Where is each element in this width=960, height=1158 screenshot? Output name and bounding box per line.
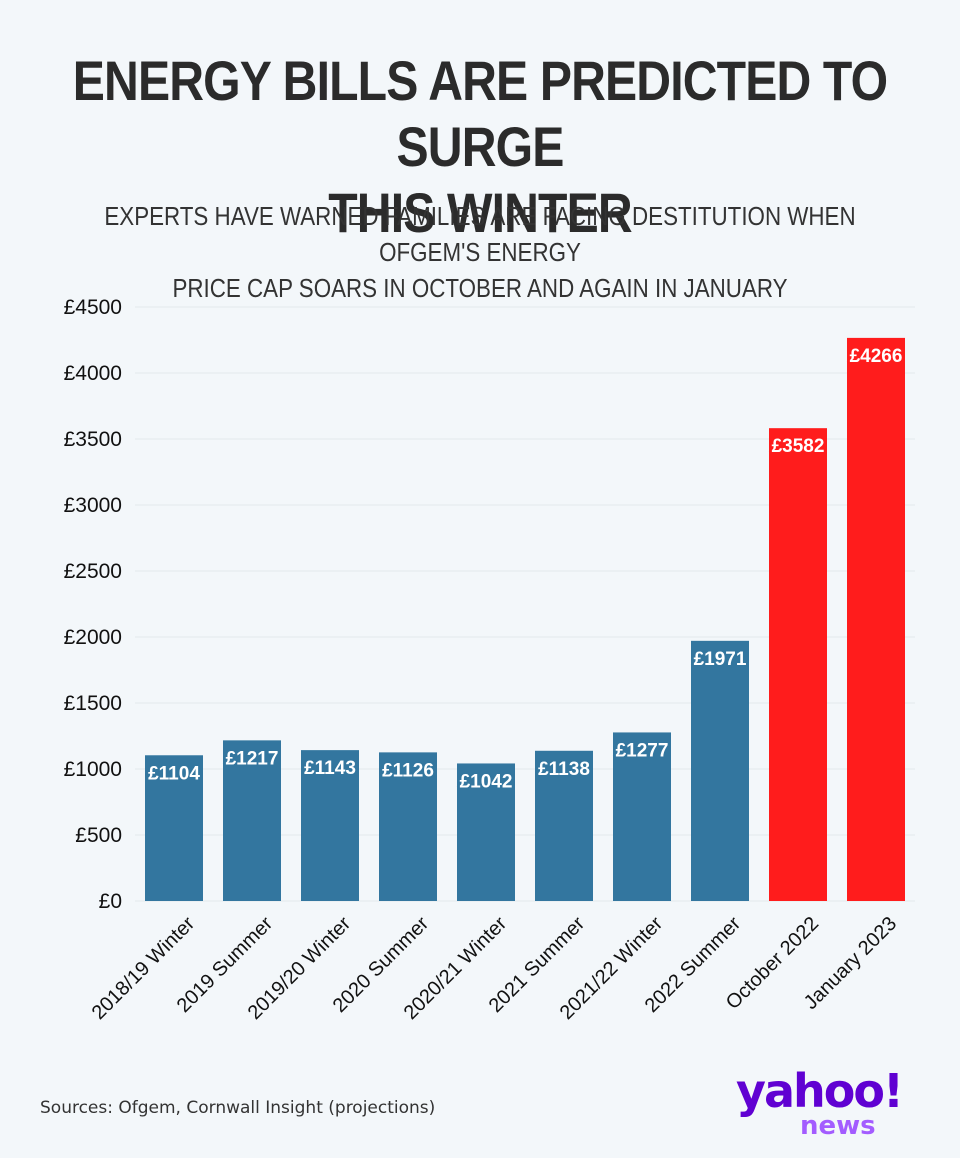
chart-subtitle: EXPERTS HAVE WARNED FAMILIES ARE FACING … [67,198,893,306]
chart-title-line1: ENERGY BILLS ARE PREDICTED TO SURGE [72,49,888,178]
bar-value-label: £3582 [772,436,825,457]
bar-value-label: £1143 [304,758,356,779]
bar [457,763,515,901]
y-tick-label: £0 [99,890,122,913]
y-tick-label: £2500 [64,560,122,583]
bar [769,428,827,901]
y-tick-label: £500 [75,824,122,847]
bar-value-labels: £1104 £1217 £1143 £1126 £1042 £1138 £1277 £1971… [147,344,904,794]
y-tick-label: £2000 [64,626,122,649]
y-tick-label: £1000 [64,758,122,781]
bar [145,755,203,901]
bar-value-label: £1971 [694,649,747,670]
logo-news-text: news [800,1111,876,1141]
bar-value-label: £4266 [850,346,903,367]
bar [535,750,593,901]
bar-value-label: £1126 [382,760,434,781]
bar [223,740,281,901]
y-tick-label: £3000 [64,494,122,517]
bar-value-label: £1138 [538,759,590,780]
chart-area: £0 £500 £1000 £1500 £2000 £2500 £3000 £3500 £400… [0,280,960,1070]
bar-value-label: £1277 [616,740,669,761]
bar-value-label: £1104 [148,763,200,784]
bar [691,640,749,901]
chart-title: ENERGY BILLS ARE PREDICTED TO SURGE THIS… [67,48,893,246]
bar-value-label: £1042 [460,771,513,792]
chart-title-line2: THIS WINTER [328,181,632,244]
logo-yahoo-text: yahoo! [736,1064,904,1118]
y-tick-label: £4500 [64,296,122,319]
y-tick-label: £4000 [64,362,122,385]
y-tick-label: £1500 [64,692,122,715]
y-axis-tick-labels: £0 £500 £1000 £1500 £2000 £2500 £3000 £3500 £400… [64,296,122,913]
chart-subtitle-line2: PRICE CAP SOARS IN OCTOBER AND AGAIN IN … [172,273,788,303]
bar-value-label: £1217 [226,748,279,769]
chart-subtitle-line1: EXPERTS HAVE WARNED FAMILIES ARE FACING … [104,201,856,267]
y-tick-label: £3500 [64,428,122,451]
yahoo-news-logo: yahoo! news [736,1066,926,1146]
bar [379,752,437,901]
source-note: Sources: Ofgem, Cornwall Insight (projec… [40,1098,436,1118]
bar-chart: £0 £500 £1000 £1500 £2000 £2500 £3000 £3500 £400… [64,296,915,1024]
bar [613,732,671,901]
bar [301,750,359,901]
bar [847,337,905,901]
bars [145,337,905,901]
